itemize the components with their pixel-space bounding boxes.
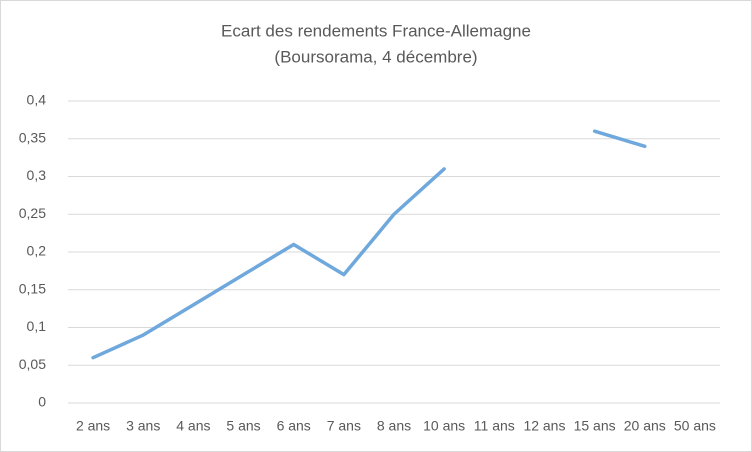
x-tick-label: 8 ans xyxy=(377,418,411,434)
y-tick-label: 0,4 xyxy=(27,92,47,108)
x-tick-label: 3 ans xyxy=(126,418,160,434)
x-tick-label: 50 ans xyxy=(674,418,716,434)
x-tick-label: 12 ans xyxy=(523,418,565,434)
x-tick-label: 5 ans xyxy=(226,418,260,434)
y-tick-label: 0,05 xyxy=(19,356,46,372)
x-tick-label: 11 ans xyxy=(474,418,515,434)
x-tick-label: 2 ans xyxy=(76,418,110,434)
x-tick-label: 20 ans xyxy=(624,418,666,434)
x-tick-label: 7 ans xyxy=(327,418,361,434)
y-tick-label: 0,15 xyxy=(19,280,46,296)
y-tick-label: 0,2 xyxy=(27,243,47,259)
chart-title: Ecart des rendements France-Allemagne xyxy=(221,21,531,40)
y-tick-label: 0,35 xyxy=(19,129,46,145)
y-tick-label: 0,25 xyxy=(19,205,46,221)
y-tick-label: 0,3 xyxy=(27,167,47,183)
x-tick-label: 15 ans xyxy=(574,418,616,434)
x-tick-label: 4 ans xyxy=(176,418,210,434)
y-tick-label: 0,1 xyxy=(27,318,47,334)
data-line xyxy=(91,129,647,360)
x-tick-label: 10 ans xyxy=(423,418,465,434)
chart-subtitle: (Boursorama, 4 décembre) xyxy=(274,47,477,66)
x-tick-label: 6 ans xyxy=(277,418,311,434)
y-tick-label: 0 xyxy=(38,394,46,410)
